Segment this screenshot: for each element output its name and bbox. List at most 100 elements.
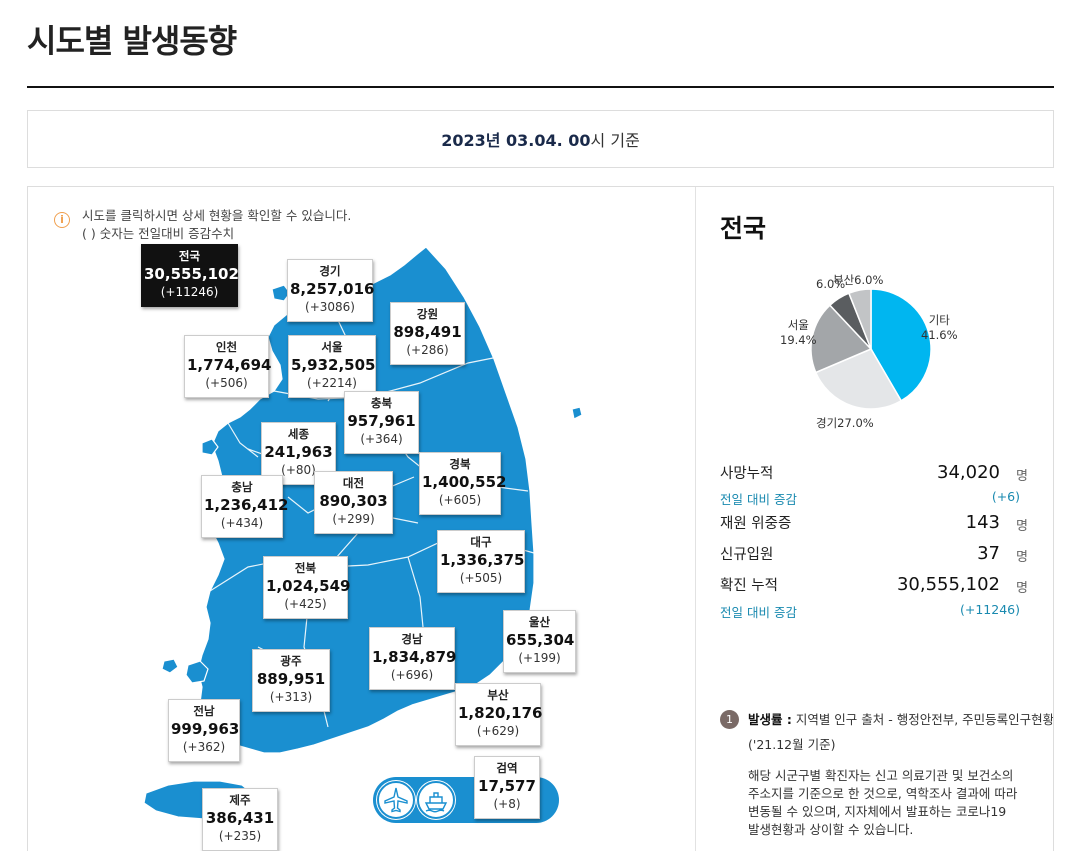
stat-label: 신규입원	[720, 547, 774, 563]
region-total: 241,963	[264, 443, 333, 461]
region-busan[interactable]: 부산 1,820,176 (+629)	[455, 683, 543, 746]
pie-label-etc: 기타 41.6%	[921, 313, 958, 343]
pie-label-seoul: 서울 19.4%	[780, 318, 817, 348]
region-name: 전북	[294, 561, 317, 575]
region-total: 999,963	[171, 720, 240, 738]
region-total: 8,257,016	[290, 280, 375, 298]
region-chungbuk[interactable]: 충북 957,961 (+364)	[344, 391, 419, 454]
region-delta: (+696)	[390, 668, 434, 682]
region-name: 경북	[449, 457, 471, 471]
region-gangwon[interactable]: 강원 898,491 (+286)	[390, 302, 465, 365]
region-seoul[interactable]: 서울 5,932,505 (+2214)	[288, 335, 376, 398]
island-shape	[571, 406, 583, 420]
stat-label: 확진 누적	[720, 578, 778, 594]
sub-label: 전일 대비 증감	[720, 605, 797, 620]
region-total: 1,820,176	[458, 704, 543, 722]
region-delta: (+11246)	[160, 285, 219, 299]
pie-label-value: 27.0%	[837, 416, 874, 430]
sub-label: 전일 대비 증감	[720, 492, 797, 507]
region-delta: (+199)	[518, 651, 561, 665]
region-name: 인천	[215, 340, 238, 354]
stat-unit: 명	[1016, 581, 1028, 596]
stat-label: 사망누적	[720, 466, 774, 482]
region-gyeongbuk[interactable]: 경북 1,400,552 (+605)	[419, 452, 507, 515]
footnote-head-rest: 지역별 인구 출처 - 행정안전부, 주민등록인구현황	[791, 712, 1054, 727]
region-delta: (+505)	[459, 571, 503, 585]
region-name: 대구	[470, 535, 492, 549]
region-delta: (+506)	[205, 376, 248, 390]
pie-label-gyeonggi: 경기27.0%	[816, 416, 874, 431]
region-delta: (+605)	[438, 493, 482, 507]
region-name: 세종	[287, 427, 310, 441]
pie-label-name: 경기	[816, 416, 838, 430]
pie-label-busan: 부산6.0%	[833, 273, 883, 288]
region-name: 강원	[416, 307, 439, 321]
region-daejeon[interactable]: 대전 890,303 (+299)	[314, 471, 393, 534]
region-delta: (+313)	[269, 690, 313, 704]
region-delta: (+235)	[218, 829, 262, 843]
stat-unit: 명	[1016, 519, 1028, 534]
region-sejong[interactable]: 세종 241,963 (+80)	[261, 422, 336, 485]
reference-date-suffix: 시 기준	[590, 131, 640, 150]
region-total: 1,774,694	[187, 356, 272, 374]
stat-confirmed-change: 전일 대비 증감 (+11246)	[720, 602, 1028, 621]
region-ulsan[interactable]: 울산 655,304 (+199)	[503, 610, 576, 673]
footnote-number: 1	[720, 710, 739, 729]
footnote-base: ('21.12월 기준)	[748, 737, 836, 752]
stat-value: 30,555,102	[896, 574, 1000, 595]
pie-slice-0	[870, 288, 932, 402]
region-name: 제주	[229, 793, 251, 807]
region-name: 부산	[487, 688, 509, 702]
pie-label-value: 41.6%	[921, 328, 958, 342]
pie-label-value: 6.0%	[854, 273, 884, 287]
national-title: 전국	[720, 214, 767, 243]
sub-value: (+11246)	[960, 602, 1020, 617]
region-daegu[interactable]: 대구 1,336,375 (+505)	[437, 530, 525, 593]
region-delta: (+364)	[360, 432, 403, 446]
region-total: 17,577	[478, 777, 536, 795]
region-name: 충남	[231, 480, 253, 494]
region-total: 655,304	[506, 631, 575, 649]
stat-value: 37	[977, 543, 1000, 564]
pie-slice-2	[810, 304, 873, 374]
region-gyeongnam[interactable]: 경남 1,834,879 (+696)	[369, 627, 457, 690]
region-delta: (+80)	[281, 463, 316, 477]
stat-value: 34,020	[937, 462, 1000, 483]
region-jeonbuk[interactable]: 전북 1,024,549 (+425)	[263, 556, 350, 619]
region-name: 검역	[496, 761, 518, 775]
region-name: 경남	[401, 632, 423, 646]
island-shape	[161, 658, 179, 674]
stat-label: 재원 위중증	[720, 516, 792, 532]
region-total: 5,932,505	[291, 356, 376, 374]
region-chungnam[interactable]: 충남 1,236,412 (+434)	[201, 475, 288, 538]
region-delta: (+2214)	[307, 376, 357, 390]
region-incheon[interactable]: 인천 1,774,694 (+506)	[184, 335, 272, 398]
region-name: 경기	[319, 264, 341, 278]
reference-date-value: 2023년 03.04. 00	[441, 131, 591, 150]
footnote-head-bold: 발생률 :	[748, 712, 792, 727]
region-name: 울산	[528, 615, 551, 629]
region-jeju[interactable]: 제주 386,431 (+235)	[202, 788, 278, 851]
region-total: 1,834,879	[372, 648, 457, 666]
region-delta: (+286)	[406, 343, 449, 357]
footnote-head: 발생률 : 지역별 인구 출처 - 행정안전부, 주민등록인구현황	[748, 711, 1054, 729]
region-delta: (+3086)	[305, 300, 355, 314]
pie-slice-4	[847, 288, 872, 350]
region-delta: (+434)	[220, 516, 264, 530]
region-total: 1,336,375	[440, 551, 525, 569]
region-total: 890,303	[319, 492, 388, 510]
region-quarantine[interactable]: 검역 17,577 (+8)	[474, 756, 540, 819]
region-gyeonggi[interactable]: 경기 8,257,016 (+3086)	[287, 259, 375, 322]
region-name: 서울	[321, 340, 343, 354]
region-national[interactable]: 전국 30,555,102 (+11246)	[141, 244, 239, 307]
region-delta: (+362)	[182, 740, 226, 754]
pie-label-name: 기타	[928, 313, 950, 327]
notice-line: ( ) 숫자는 전일대비 증감수치	[82, 226, 235, 241]
region-jeonnam[interactable]: 전남 999,963 (+362)	[168, 699, 240, 762]
stat-unit: 명	[1016, 469, 1028, 484]
region-total: 957,961	[347, 412, 416, 430]
region-total: 1,400,552	[422, 473, 507, 491]
island-shape	[185, 660, 209, 684]
ship-icon	[417, 781, 455, 819]
region-gwangju[interactable]: 광주 889,951 (+313)	[252, 649, 330, 712]
